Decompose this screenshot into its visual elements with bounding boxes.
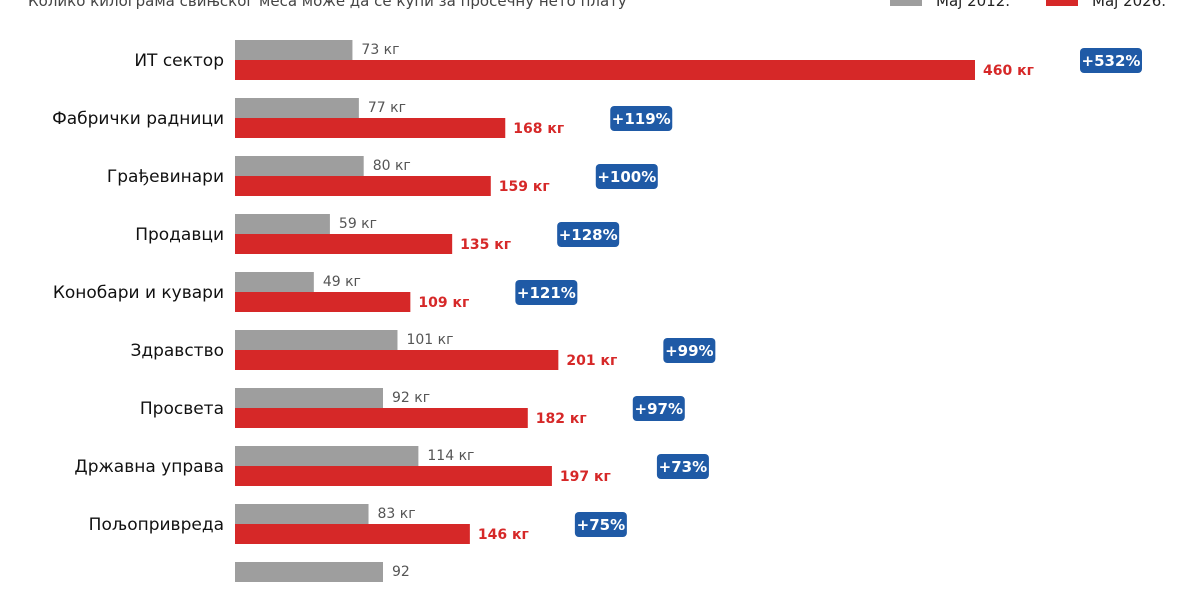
- bar-2012: [235, 330, 398, 350]
- category-label: Продавци: [135, 225, 224, 245]
- change-label: +100%: [597, 168, 656, 186]
- value-label-2012: 77 кг: [368, 100, 406, 116]
- value-label-2012: 83 кг: [378, 506, 416, 522]
- bar-2026: [235, 408, 528, 428]
- legend-swatch-2026: [1046, 0, 1078, 6]
- value-label-2026: 168 кг: [513, 121, 564, 137]
- value-label-2026: 146 кг: [478, 527, 529, 543]
- value-label-2026: 460 кг: [983, 63, 1034, 79]
- bar-2012: [235, 446, 419, 466]
- change-label: +128%: [559, 226, 618, 244]
- change-label: +532%: [1082, 52, 1141, 70]
- value-label-2026: 159 кг: [499, 179, 550, 195]
- value-label-2012: 73 кг: [361, 42, 399, 58]
- bar-2012: [235, 156, 364, 176]
- change-label: +119%: [612, 110, 671, 128]
- bar-2026: [235, 350, 559, 370]
- legend-label-2012: Мај 2012.: [936, 0, 1010, 10]
- bar-2026: [235, 524, 470, 544]
- change-badge: [632, 396, 685, 421]
- category-label: Фабрички радници: [52, 109, 224, 129]
- value-label-2012: 92: [392, 564, 410, 580]
- value-label-2012: 101 кг: [406, 332, 453, 348]
- value-label-2026: 197 кг: [560, 469, 611, 485]
- change-badge: [663, 338, 716, 363]
- change-label: +73%: [659, 458, 707, 476]
- bar-2026: [235, 466, 552, 486]
- change-badge: [574, 512, 627, 537]
- legend-swatch-2012: [890, 0, 922, 6]
- value-label-2012: 49 кг: [323, 274, 361, 290]
- bar-2026: [235, 292, 411, 312]
- change-badge: [656, 454, 709, 479]
- bar-2012: [235, 562, 383, 582]
- legend-label-2026: Мај 2026.: [1092, 0, 1166, 10]
- change-label: +97%: [635, 400, 683, 418]
- bar-2012: [235, 388, 383, 408]
- chart-subtitle: Колико килограма свињског меса може да с…: [28, 0, 627, 10]
- category-label: Пољопривреда: [89, 515, 224, 535]
- category-label: Конобари и кувари: [53, 283, 224, 303]
- change-badge: [1080, 48, 1142, 73]
- bar-2012: [235, 504, 369, 524]
- bar-2012: [235, 214, 330, 234]
- value-label-2026: 201 кг: [566, 353, 617, 369]
- category-label: Државна управа: [74, 457, 224, 477]
- change-label: +75%: [577, 516, 625, 534]
- change-badge: [610, 106, 673, 131]
- category-label: Здравство: [130, 341, 224, 361]
- change-badge: [595, 164, 658, 189]
- category-label: Просвета: [140, 399, 224, 419]
- bar-2012: [235, 98, 359, 118]
- value-label-2012: 92 кг: [392, 390, 430, 406]
- value-label-2012: 80 кг: [373, 158, 411, 174]
- legend: Мај 2012. Мај 2026.: [890, 0, 1166, 10]
- value-label-2026: 135 кг: [460, 237, 511, 253]
- value-label-2026: 182 кг: [536, 411, 587, 427]
- change-badge: [515, 280, 578, 305]
- bar-2012: [235, 272, 314, 292]
- change-label: +99%: [665, 342, 713, 360]
- change-badge: [557, 222, 620, 247]
- bar-2026: [235, 176, 491, 196]
- change-label: +121%: [517, 284, 576, 302]
- bar-2026: [235, 118, 506, 138]
- bar-2026: [235, 60, 975, 80]
- value-label-2012: 114 кг: [427, 448, 474, 464]
- bar-2012: [235, 40, 353, 60]
- bar-2026: [235, 234, 453, 254]
- value-label-2026: 109 кг: [418, 295, 469, 311]
- value-label-2012: 59 кг: [339, 216, 377, 232]
- plot-area: ИТ сектор 73 кг 460 кг +532% Фабрички радниц…: [52, 40, 1142, 582]
- category-label: Грађевинари: [107, 167, 224, 187]
- category-label: ИТ сектор: [134, 51, 224, 71]
